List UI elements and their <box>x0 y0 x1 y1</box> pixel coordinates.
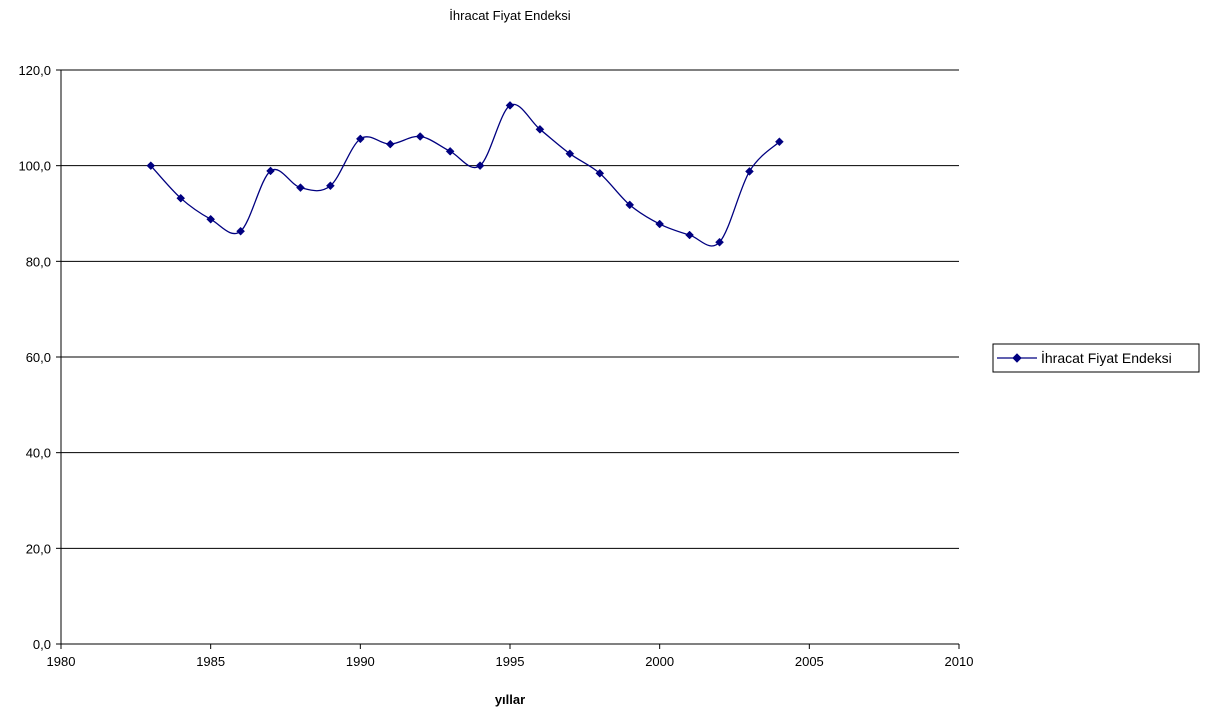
data-point <box>266 166 275 176</box>
y-tick-label: 0,0 <box>33 637 51 652</box>
gridlines <box>61 69 959 549</box>
legend-label: İhracat Fiyat Endeksi <box>1041 349 1172 366</box>
data-point <box>565 149 575 159</box>
data-point <box>655 219 665 229</box>
data-point <box>326 181 335 191</box>
data-point <box>715 237 724 247</box>
y-tick-label: 20,0 <box>26 541 51 556</box>
data-point <box>206 214 216 224</box>
axes: 0,0 20,0 40,0 60,0 80,0 100,0 120,0 1980 1985 199… <box>18 63 973 669</box>
data-point <box>685 230 694 240</box>
data-point <box>535 124 545 134</box>
legend: İhracat Fiyat Endeksi <box>992 343 1200 373</box>
data-point <box>475 161 485 171</box>
x-tick-label: 2000 <box>645 654 674 669</box>
y-tick-label: 60,0 <box>26 350 51 365</box>
data-point <box>445 146 455 156</box>
series-layer <box>146 101 784 247</box>
data-point <box>415 132 425 141</box>
x-tick-label: 2005 <box>795 654 824 669</box>
x-tick-label: 1985 <box>196 654 225 669</box>
x-tick-label: 1990 <box>346 654 375 669</box>
data-point <box>775 137 784 147</box>
data-point <box>296 183 305 193</box>
legend-marker <box>1012 353 1022 363</box>
data-point <box>595 168 605 178</box>
data-point <box>505 101 515 110</box>
y-tick-label: 80,0 <box>26 254 51 269</box>
x-tick-label: 1995 <box>496 654 525 669</box>
y-tick-label: 40,0 <box>26 446 51 461</box>
y-tick-label: 120,0 <box>18 63 51 78</box>
x-tick-label: 1980 <box>47 654 76 669</box>
data-point <box>176 193 186 203</box>
x-tick-label: 2010 <box>945 654 974 669</box>
data-point <box>385 139 395 149</box>
chart-title: İhracat Fiyat Endeksi <box>449 8 570 23</box>
x-axis-title: yıllar <box>495 692 525 707</box>
data-point <box>355 134 365 144</box>
data-point <box>625 200 635 210</box>
y-tick-label: 100,0 <box>18 159 51 174</box>
data-point <box>236 226 245 236</box>
series-line <box>150 103 780 247</box>
data-point <box>745 167 754 176</box>
data-point <box>146 161 156 171</box>
